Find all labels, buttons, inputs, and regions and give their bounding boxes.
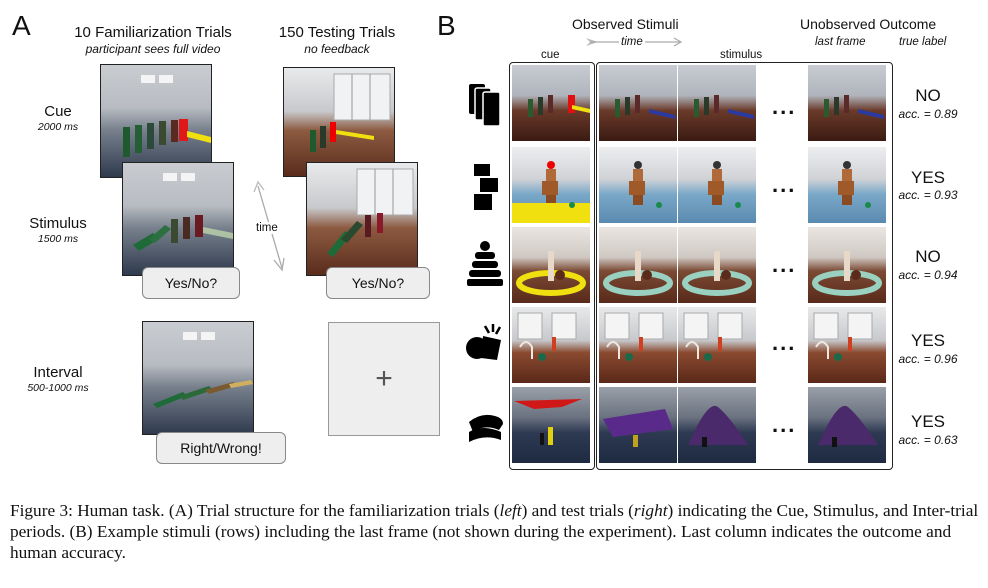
outcome-label: YES xyxy=(910,168,946,187)
stimulus-frame-thumbnail xyxy=(678,65,756,141)
support-blocks-icon xyxy=(474,164,498,210)
phase-cue-label: Cue xyxy=(44,103,72,120)
panel-a-time-label: time xyxy=(255,222,279,234)
familiarization-stimulus-frame xyxy=(122,162,234,276)
stimulus-frame-thumbnail xyxy=(512,227,590,303)
ellipsis: ... xyxy=(772,172,797,197)
stimulus-frame-thumbnail xyxy=(808,65,886,141)
stimulus-frame-thumbnail xyxy=(599,65,677,141)
ellipsis: ... xyxy=(772,412,797,437)
unobserved-outcome-header: Unobserved Outcome xyxy=(800,16,937,32)
testing-cue-frame xyxy=(283,67,395,177)
caption-text: Figure 3: Human task. (A) Trial structur… xyxy=(10,501,500,520)
testing-title: 150 Testing Trials xyxy=(278,24,396,41)
phase-stimulus-label: Stimulus xyxy=(29,215,87,232)
accuracy-label: acc. = 0.89 xyxy=(898,107,958,121)
cue-column-box xyxy=(509,62,595,470)
phase-cue-duration: 2000 ms xyxy=(37,121,79,133)
testing-yes-no-prompt: Yes/No? xyxy=(326,267,430,299)
stimulus-frame-thumbnail xyxy=(678,387,756,463)
stimulus-frame-thumbnail xyxy=(808,307,886,383)
phase-stimulus-duration: 1500 ms xyxy=(37,233,79,245)
familiarization-yes-no-prompt: Yes/No? xyxy=(142,267,240,299)
familiarization-interval-frame xyxy=(142,321,254,435)
stimulus-frame-thumbnail xyxy=(512,147,590,223)
caption-text: ) and test trials ( xyxy=(521,501,634,520)
cue-column-label: cue xyxy=(541,49,560,61)
testing-stimulus-frame xyxy=(306,162,418,276)
accuracy-label: acc. = 0.94 xyxy=(898,268,958,282)
accuracy-label: acc. = 0.96 xyxy=(898,352,958,366)
true-label-label: true label xyxy=(899,36,947,48)
fixation-cross: + xyxy=(375,362,393,395)
caption-text: ) indicating the Cue, Stimulus, and Inte… xyxy=(10,501,979,562)
last-frame-label: last frame xyxy=(815,36,866,48)
figure-caption: Figure 3: Human task. (A) Trial structur… xyxy=(10,500,985,563)
phase-interval-duration: 500-1000 ms xyxy=(27,382,89,394)
fixation-cross-frame: + xyxy=(328,322,440,436)
stimulus-frame-thumbnail xyxy=(512,65,590,141)
panel-a-letter: A xyxy=(12,10,31,41)
ellipsis: ... xyxy=(772,252,797,277)
stimulus-frame-thumbnail xyxy=(678,227,756,303)
outcome-label: NO xyxy=(915,247,941,266)
accuracy-label: acc. = 0.63 xyxy=(898,433,958,447)
phase-interval-label: Interval xyxy=(33,364,83,381)
stimulus-frame-thumbnail xyxy=(808,387,886,463)
outcome-label: YES xyxy=(910,331,946,350)
stimulus-frame-thumbnail xyxy=(599,307,677,383)
stimulus-frame-thumbnail xyxy=(599,147,677,223)
dominoes-icon xyxy=(469,84,501,127)
feedback-right-wrong: Right/Wrong! xyxy=(156,432,286,464)
tower-stack-icon xyxy=(467,241,503,286)
panel-b-letter: B xyxy=(437,10,456,41)
caption-italic-left: left xyxy=(499,501,522,520)
stimulus-frame-thumbnail xyxy=(599,227,677,303)
stimulus-frame-thumbnail xyxy=(599,387,677,463)
drape-cloth-icon xyxy=(469,414,503,442)
testing-subtitle: no feedback xyxy=(304,42,370,56)
ellipsis: ... xyxy=(772,330,797,355)
stimulus-frame-thumbnail xyxy=(512,387,590,463)
caption-italic-right: right xyxy=(633,501,668,520)
outcome-label: YES xyxy=(910,412,946,431)
observed-stimuli-header: Observed Stimuli xyxy=(572,16,679,32)
ellipsis: ... xyxy=(772,94,797,119)
familiarization-title: 10 Familiarization Trials xyxy=(74,24,232,41)
stimulus-column-box xyxy=(596,62,893,470)
stimulus-frame-thumbnail xyxy=(678,147,756,223)
panel-b-time-label: time xyxy=(619,36,645,48)
stimulus-frame-thumbnail xyxy=(808,227,886,303)
stimulus-column-label: stimulus xyxy=(720,49,763,61)
outcome-label: NO xyxy=(915,86,941,105)
familiarization-cue-frame xyxy=(100,64,212,178)
stimulus-frame-thumbnail xyxy=(808,147,886,223)
familiarization-subtitle: participant sees full video xyxy=(85,42,221,56)
stimulus-frame-thumbnail xyxy=(678,307,756,383)
collide-objects-icon xyxy=(466,324,502,360)
accuracy-label: acc. = 0.93 xyxy=(898,188,958,202)
stimulus-frame-thumbnail xyxy=(512,307,590,383)
